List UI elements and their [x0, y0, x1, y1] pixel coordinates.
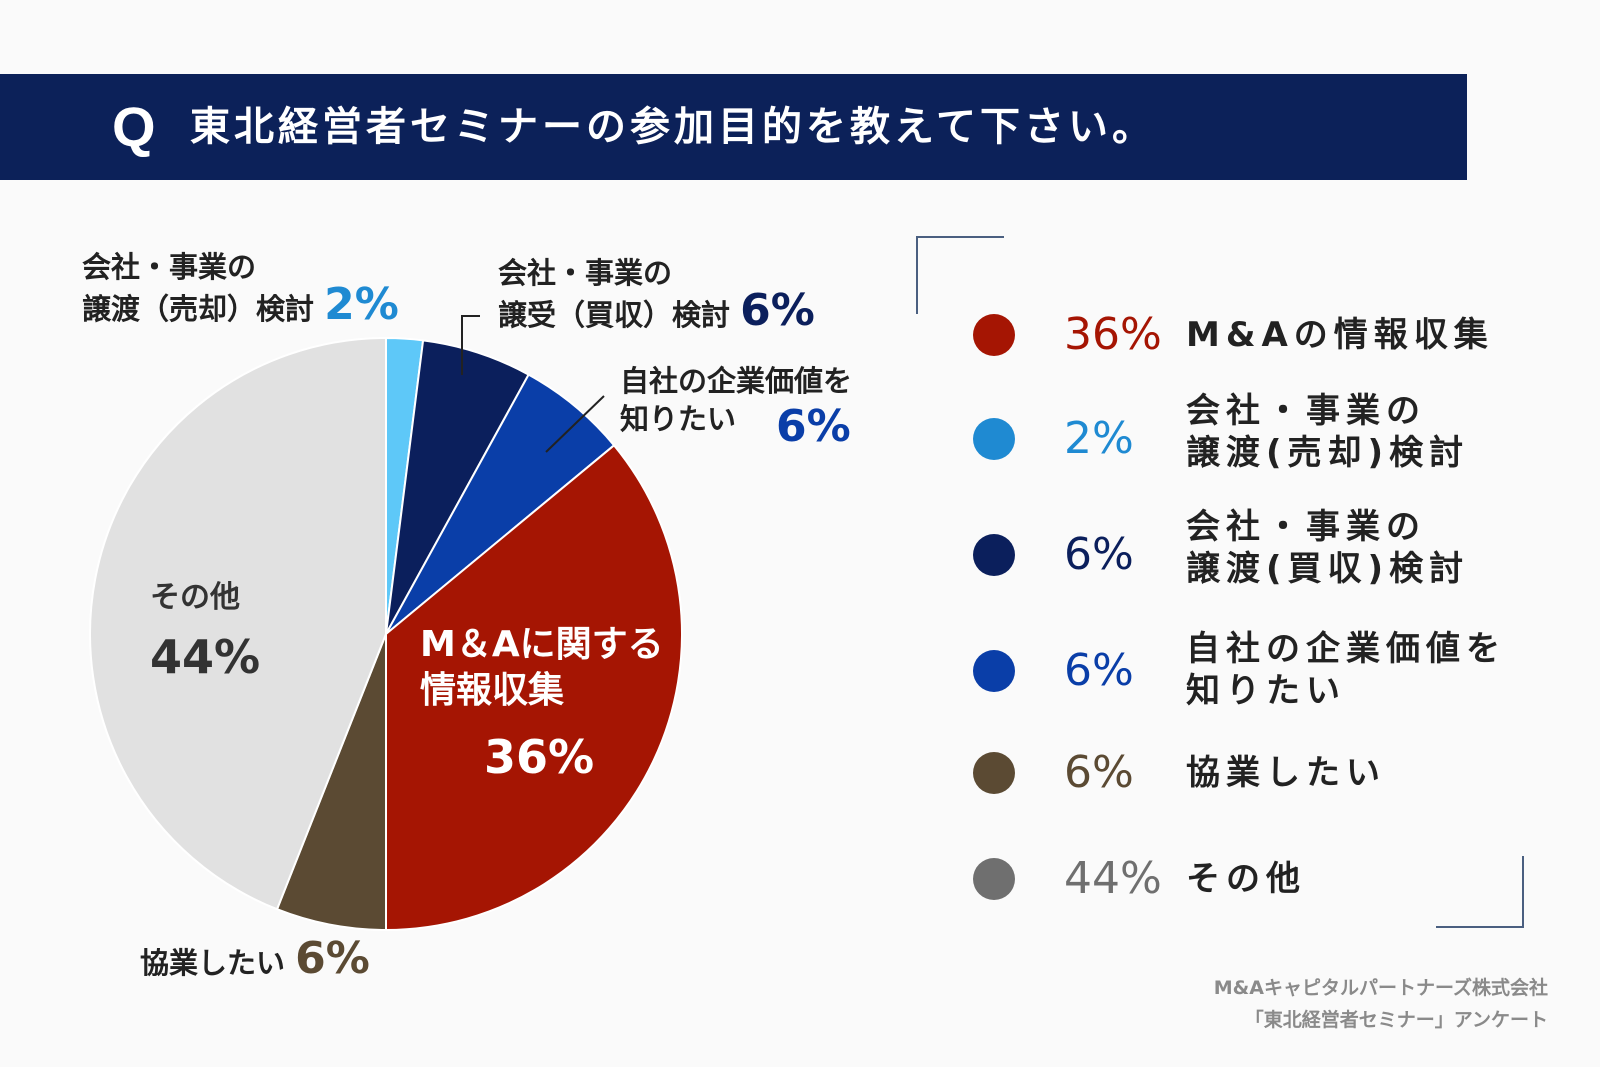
legend-item-sell: 2% 会社・事業の 譲渡(売却)検討	[0, 391, 1600, 486]
legend-dot-buy	[973, 534, 1015, 576]
question-banner: Q 東北経営者セミナーの参加目的を教えて下さい。	[0, 74, 1467, 180]
callout-buy-line2: 譲受（買収）検討 6%	[498, 289, 815, 334]
callout-sell-pct: 2%	[324, 279, 399, 330]
callout-sell-line1: 会社・事業の	[82, 250, 257, 284]
leader-line-buy	[461, 315, 480, 375]
source-credit-line2: 「東北経営者セミナー」アンケート	[1244, 1009, 1548, 1031]
callout-buy-line2-text: 譲受（買収）検討	[498, 298, 731, 332]
callout-sell: 会社・事業の 譲渡（売却）検討 2%	[82, 248, 399, 328]
legend-dot-collab	[973, 752, 1015, 794]
legend-item-info: 36% M&Aの情報収集	[0, 290, 1600, 380]
legend-dot-info	[973, 314, 1015, 356]
source-credit-line1: M&Aキャピタルパートナーズ株式会社	[1213, 977, 1548, 999]
legend-label-line2: 譲渡(買収)検討	[1186, 549, 1470, 589]
legend-label: M&Aの情報収集	[1186, 315, 1494, 355]
legend-frame-bottom-right	[1436, 856, 1524, 928]
legend-frame-top-left	[916, 236, 1004, 314]
slice-label-info-line2: 情報収集	[420, 670, 565, 711]
legend-label-line2: 知りたい	[1186, 671, 1346, 711]
legend-item-buy: 6% 会社・事業の 譲渡(買収)検討	[0, 507, 1600, 602]
legend-pct: 6%	[1064, 529, 1134, 580]
q-mark: Q	[112, 95, 156, 158]
callout-value-pct-wrap: 6%	[776, 405, 851, 450]
callout-sell-line2-text: 譲渡（売却）検討	[82, 292, 315, 326]
callout-value-pct: 6%	[776, 401, 851, 452]
legend-dot-sell	[973, 418, 1015, 460]
callout-value-line2: 知りたい	[620, 402, 737, 436]
leader-line-value	[545, 395, 605, 453]
callout-collab-pct: 6%	[295, 933, 370, 984]
pie-slice-info	[385, 443, 683, 932]
pie-slice-other	[89, 336, 387, 911]
slice-label-other: その他	[150, 580, 240, 615]
legend-item-other: 44% その他	[0, 854, 1600, 948]
slice-pct-other: 44%	[150, 630, 261, 684]
legend-label: 会社・事業の	[1186, 391, 1426, 431]
legend-dot-other	[973, 858, 1015, 900]
callout-collab-label: 協業したい	[140, 946, 286, 980]
callout-collab: 協業したい 6%	[140, 937, 370, 982]
legend-label: 会社・事業の	[1186, 507, 1426, 547]
slice-label-info-line1: M＆Aに関する	[420, 624, 664, 665]
legend-item-value: 6% 自社の企業価値を 知りたい	[0, 624, 1600, 714]
legend-pct: 6%	[1064, 645, 1134, 696]
legend-label: 自社の企業価値を	[1186, 629, 1506, 669]
callout-value: 自社の企業価値を 知りたい	[620, 362, 852, 438]
callout-value-line1: 自社の企業価値を	[620, 364, 853, 398]
legend-label-line2: 譲渡(売却)検討	[1186, 433, 1470, 473]
callout-buy: 会社・事業の 譲受（買収）検討 6%	[498, 254, 815, 334]
legend-pct: 36%	[1064, 309, 1162, 360]
source-credit: M&Aキャピタルパートナーズ株式会社 「東北経営者セミナー」アンケート	[1214, 972, 1548, 1036]
callout-sell-line2: 譲渡（売却）検討 2%	[82, 283, 399, 328]
callout-buy-line1: 会社・事業の	[498, 256, 673, 290]
legend-dot-value	[973, 650, 1015, 692]
legend-label: その他	[1186, 859, 1306, 899]
legend-item-collab: 6% 協業したい	[0, 748, 1600, 842]
question-title: 東北経営者セミナーの参加目的を教えて下さい。	[190, 104, 1156, 150]
legend-label: 協業したい	[1186, 753, 1386, 793]
legend-pct: 6%	[1064, 747, 1134, 798]
legend-pct: 44%	[1064, 853, 1162, 904]
slice-label-info: M＆Aに関する 情報収集	[420, 622, 664, 714]
slice-pct-info: 36%	[484, 730, 595, 784]
callout-buy-pct: 6%	[740, 285, 815, 336]
legend-pct: 2%	[1064, 413, 1134, 464]
